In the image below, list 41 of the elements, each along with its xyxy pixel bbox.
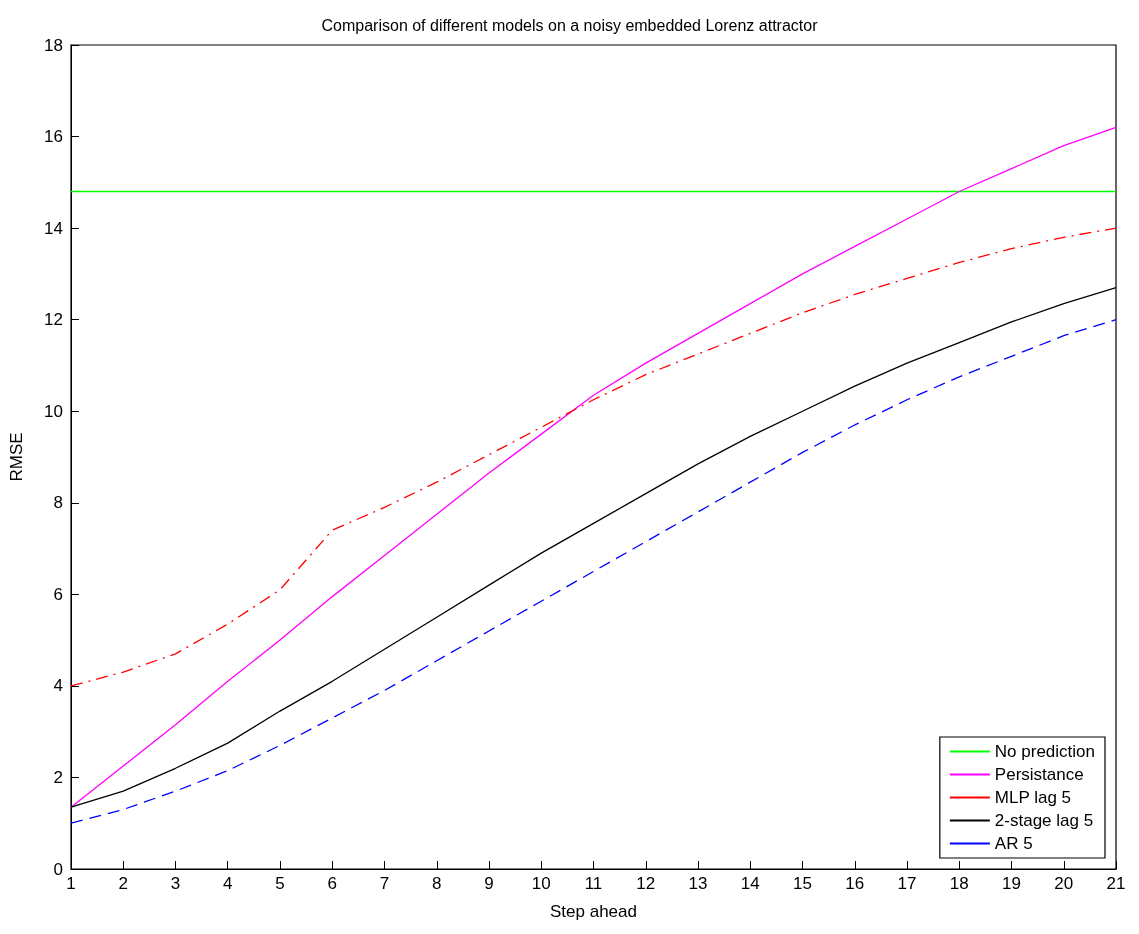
y-tick-label: 14 — [44, 218, 63, 238]
x-tick-label: 12 — [636, 874, 656, 893]
x-tick-label: 1 — [66, 874, 76, 893]
x-tick-label: 4 — [223, 874, 233, 893]
x-tick-label: 17 — [897, 874, 917, 893]
y-tick-label: 18 — [44, 35, 63, 55]
x-tick-label: 9 — [484, 874, 494, 893]
y-tick-label: 6 — [53, 584, 63, 604]
x-tick-label: 20 — [1054, 874, 1074, 893]
legend-label: MLP lag 5 — [994, 788, 1072, 807]
y-tick-label: 2 — [53, 767, 63, 787]
y-tick-label: 16 — [44, 127, 63, 147]
line-series — [70, 126, 1117, 808]
line-series — [70, 227, 1117, 687]
y-axis-title: RMSE — [7, 432, 26, 482]
legend-label: No prediction — [994, 742, 1096, 761]
x-tick-label: 5 — [275, 874, 285, 893]
x-tick-label: 18 — [949, 874, 969, 893]
y-tick-label: 10 — [44, 401, 63, 421]
x-tick-label: 15 — [793, 874, 812, 893]
y-tick-label: 8 — [53, 493, 63, 513]
y-tick-label: 4 — [53, 676, 63, 696]
x-tick-label: 7 — [379, 874, 390, 893]
x-tick-label: 11 — [584, 874, 603, 893]
x-axis-title: Step ahead — [550, 902, 637, 921]
y-tick-label: 0 — [53, 859, 63, 879]
x-tick-label: 3 — [170, 874, 181, 893]
chart-title: Comparison of different models on a noisy embedded Lorenz attractor — [321, 16, 819, 34]
x-tick-label: 8 — [432, 874, 442, 893]
y-tick-label: 12 — [44, 310, 63, 330]
x-tick-label: 14 — [740, 874, 760, 893]
x-tick-label: 19 — [1002, 874, 1021, 893]
x-tick-label: 10 — [531, 874, 551, 893]
legend-label: Persistance — [994, 765, 1084, 784]
x-tick-label: 2 — [118, 874, 128, 893]
legend-label: AR 5 — [994, 834, 1033, 853]
x-tick-label: 16 — [845, 874, 865, 893]
x-tick-label: 6 — [327, 874, 337, 893]
legend-label: 2-stage lag 5 — [994, 811, 1094, 830]
x-tick-label: 21 — [1106, 874, 1126, 893]
x-tick-label: 13 — [688, 874, 708, 893]
